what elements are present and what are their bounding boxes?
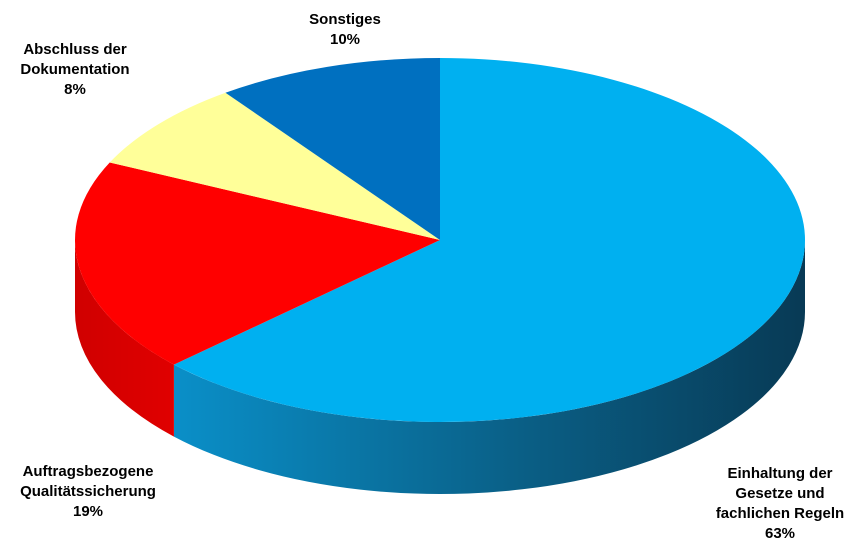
slice-percent: 63% — [764, 525, 796, 542]
pie-slice-abschluss — [109, 92, 440, 240]
pie-side-auftragsbezogene — [75, 240, 174, 437]
slice-label-line: Abschluss der — [23, 41, 127, 58]
slice-label-sonstiges: Sonstiges 10% — [290, 10, 400, 50]
pie-slice-sonstiges — [225, 58, 440, 240]
slice-label-abschluss: Abschluss der Dokumentation 8% — [0, 40, 150, 100]
slice-label-line: Einhaltung der — [727, 465, 833, 482]
slice-percent: 19% — [72, 503, 104, 520]
slice-label-auftragsbezogene: Auftragsbezogene Qualitätssicherung 19% — [2, 462, 174, 522]
slice-label-line: fachlichen Regeln — [715, 505, 845, 522]
pie-side-einhaltung — [173, 240, 805, 495]
slice-percent: 8% — [64, 81, 86, 98]
slice-label-line: Auftragsbezogene — [22, 463, 154, 480]
slice-label-line: Qualitätssicherung — [20, 483, 156, 500]
slice-label-line: Sonstiges — [309, 11, 381, 28]
slice-label-einhaltung: Einhaltung der Gesetze und fachlichen Re… — [700, 464, 858, 544]
slice-label-line: Dokumentation — [20, 61, 130, 78]
slice-percent: 10% — [329, 31, 361, 48]
slice-label-line: Gesetze und — [735, 485, 825, 502]
pie-slice-einhaltung — [173, 58, 805, 422]
pie-slice-auftragsbezogene — [75, 162, 440, 365]
